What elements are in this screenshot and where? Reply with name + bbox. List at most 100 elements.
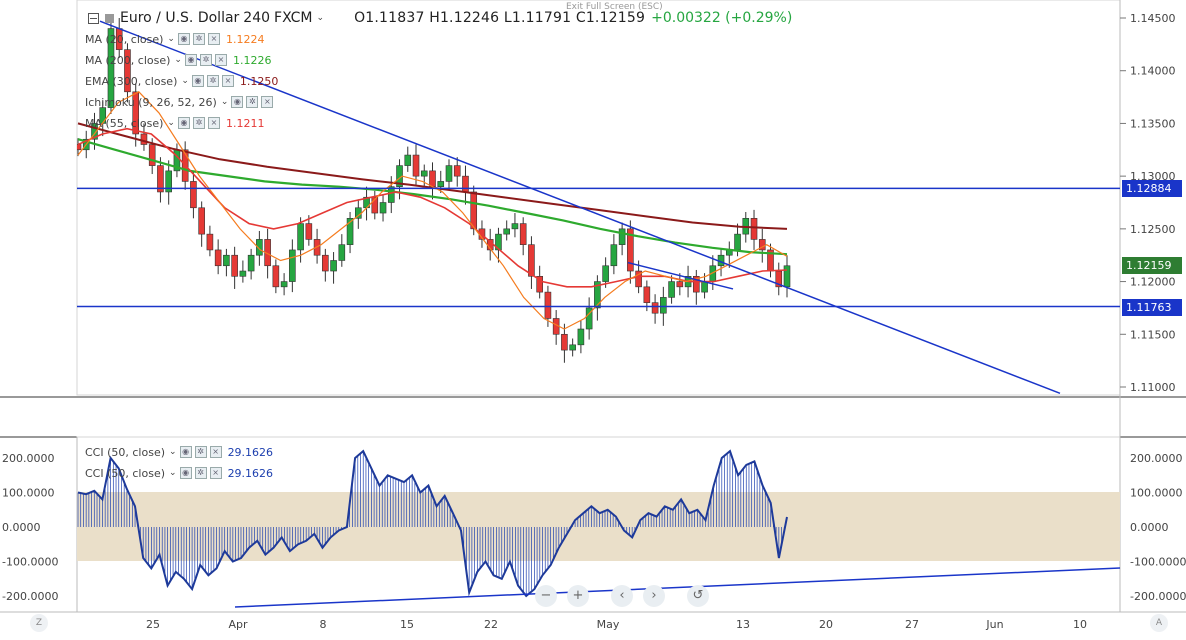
cci-right-tick-label: 100.0000	[1130, 487, 1183, 500]
price-change: +0.00322 (+0.29%)	[651, 10, 793, 26]
candle-body	[511, 223, 519, 230]
indicator-value: 1.1226	[232, 53, 272, 67]
indicator-value: 1.1211	[225, 116, 265, 130]
candle-body	[618, 228, 626, 245]
chevron-down-icon[interactable]: ⌄	[316, 13, 325, 23]
interval[interactable]: 240	[243, 10, 271, 26]
candle-body	[412, 154, 420, 177]
ohlc-values: O1.11837 H1.12246 L1.11791 C1.12159	[354, 10, 646, 26]
eye-icon[interactable]: ◉	[179, 446, 192, 458]
price-tick-label: 1.11000	[1130, 381, 1176, 394]
settings-icon[interactable]: ✲	[206, 75, 219, 87]
cci-label: CCI (50, close)	[85, 445, 166, 459]
candle-body	[91, 123, 98, 140]
price-pane	[77, 18, 791, 363]
collapse-icon[interactable]	[88, 12, 99, 24]
settings-icon[interactable]: ✲	[194, 467, 207, 479]
eye-icon[interactable]: ◉	[177, 33, 190, 45]
settings-icon[interactable]: ✲	[192, 117, 205, 129]
candle-body	[453, 165, 461, 177]
settings-icon[interactable]: ✲	[192, 33, 205, 45]
price-tag: 1.11763	[1122, 298, 1182, 316]
indicator-legend-row[interactable]: Ichimoku (9, 26, 52, 26) ⌄ ◉ ✲ ×	[85, 93, 274, 111]
close-icon[interactable]: ×	[209, 467, 222, 479]
candle-body	[77, 144, 82, 151]
settings-icon[interactable]: ✲	[246, 96, 259, 108]
chevron-down-icon[interactable]: ⌄	[220, 97, 229, 107]
time-axis-label: 15	[400, 618, 414, 631]
eye-icon[interactable]: ◉	[179, 467, 192, 479]
eye-icon[interactable]: ◉	[184, 54, 197, 66]
indicator-legend-row[interactable]: MA (200, close) ⌄ ◉ ✲ × 1.1226	[85, 51, 271, 69]
downtrend-line	[99, 20, 1061, 395]
time-axis-label: 27	[905, 618, 919, 631]
indicator-label: EMA (300, close)	[85, 74, 178, 88]
candle-body	[676, 281, 684, 288]
candle-body	[272, 265, 280, 288]
zoom-in-icon[interactable]: +	[567, 585, 589, 607]
time-axis-label: 13	[736, 618, 750, 631]
candle-body	[239, 270, 247, 277]
indicator-legend-row[interactable]: MA (20, close) ⌄ ◉ ✲ × 1.1224	[85, 30, 264, 48]
channel-line	[627, 261, 734, 290]
chevron-down-icon[interactable]: ⌄	[167, 34, 175, 44]
auto-scale-corner[interactable]: A	[1150, 614, 1168, 632]
candle-body	[338, 244, 346, 261]
price-tick-label: 1.14500	[1130, 12, 1176, 25]
close-icon[interactable]: ×	[207, 33, 220, 45]
cci-value: 29.1626	[227, 445, 274, 459]
indicator-legend-row[interactable]: MA (55, close) ⌄ ◉ ✲ × 1.1211	[85, 114, 264, 132]
candle-body	[107, 28, 115, 108]
candle-body	[519, 223, 527, 245]
close-icon[interactable]: ×	[221, 75, 234, 87]
cci-left-tick-label: 200.0000	[2, 452, 55, 465]
candle-body	[585, 307, 593, 330]
candle-body	[470, 191, 478, 230]
time-axis-label: Jun	[985, 618, 1003, 631]
chevron-down-icon[interactable]: ⌄	[167, 118, 175, 128]
eye-icon[interactable]: ◉	[231, 96, 244, 108]
cci-legend-row[interactable]: CCI (50, close) ⌄ ◉ ✲ × 29.1626	[85, 464, 273, 482]
indicator-legend-row[interactable]: EMA (300, close) ⌄ ◉ ✲ × 1.1250	[85, 72, 278, 90]
chevron-down-icon[interactable]: ⌄	[174, 55, 182, 65]
chevron-down-icon[interactable]: ⌄	[169, 468, 177, 478]
close-icon[interactable]: ×	[209, 446, 222, 458]
cci-right-tick-label: -100.0000	[1130, 556, 1186, 569]
candle-body	[157, 165, 164, 193]
scroll-left-icon[interactable]: ‹	[611, 585, 633, 607]
cci-legend-row[interactable]: CCI (50, close) ⌄ ◉ ✲ × 29.1626	[85, 443, 273, 461]
candle-body	[124, 49, 131, 93]
close-icon[interactable]: ×	[214, 54, 227, 66]
eye-icon[interactable]: ◉	[191, 75, 204, 87]
candle-body	[437, 181, 445, 187]
candle-body	[198, 207, 205, 235]
chevron-down-icon[interactable]: ⌄	[169, 447, 177, 457]
candle-body	[594, 281, 601, 309]
cci-right-tick-label: -200.0000	[1130, 590, 1186, 603]
settings-icon[interactable]: ✲	[194, 446, 207, 458]
chevron-down-icon[interactable]: ⌄	[181, 76, 189, 86]
eye-icon[interactable]: ◉	[177, 117, 190, 129]
exit-fullscreen-tip[interactable]: Exit Full Screen (ESC)	[566, 2, 663, 12]
zoom-corner-left[interactable]: Z	[30, 614, 48, 632]
candle-body	[247, 254, 255, 272]
symbol-name[interactable]: Euro / U.S. Dollar	[120, 10, 240, 26]
candle-body	[750, 218, 758, 240]
candle-body	[503, 228, 510, 235]
zoom-out-icon[interactable]: −	[535, 585, 557, 607]
close-icon[interactable]: ×	[261, 96, 274, 108]
candle-body	[206, 233, 214, 251]
reset-chart-icon[interactable]: ↺	[687, 585, 709, 607]
price-tick-label: 1.12500	[1130, 223, 1176, 236]
close-icon[interactable]: ×	[207, 117, 220, 129]
source: FXCM	[274, 10, 313, 26]
cci-trend-line	[234, 567, 1121, 608]
candle-body	[231, 254, 238, 277]
price-tag: 1.12884	[1122, 180, 1182, 198]
scroll-right-icon[interactable]: ›	[643, 585, 665, 607]
candle-body	[148, 144, 156, 166]
candle-body	[651, 302, 659, 314]
settings-icon[interactable]: ✲	[199, 54, 212, 66]
candle-body	[544, 291, 552, 319]
